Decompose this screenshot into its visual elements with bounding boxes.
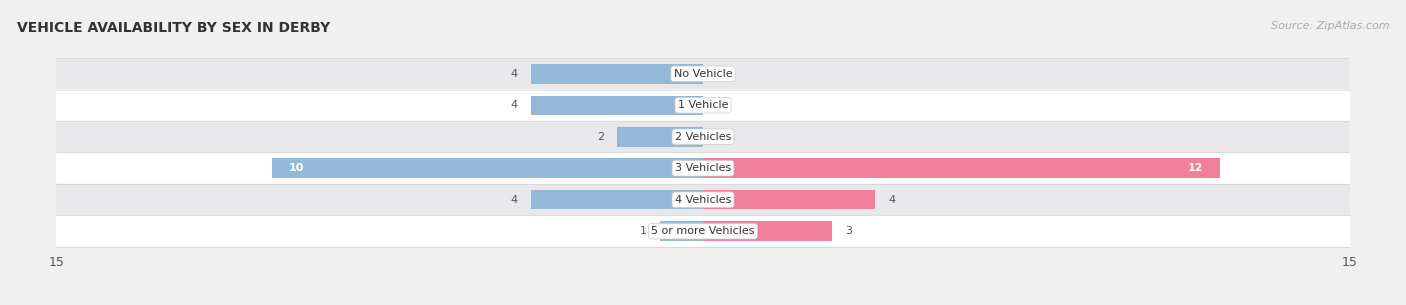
Bar (271, 159, 703, 178)
Bar (617, 127, 703, 146)
Text: 4: 4 (510, 69, 517, 79)
Bar (530, 95, 703, 115)
Text: 10: 10 (290, 163, 305, 173)
FancyBboxPatch shape (55, 90, 1351, 121)
Text: 4: 4 (510, 195, 517, 205)
Text: No Vehicle: No Vehicle (673, 69, 733, 79)
Bar (703, 221, 832, 241)
Text: 3: 3 (845, 226, 852, 236)
FancyBboxPatch shape (55, 58, 1351, 89)
Text: Source: ZipAtlas.com: Source: ZipAtlas.com (1271, 21, 1389, 31)
Text: 4: 4 (510, 100, 517, 110)
Bar (530, 64, 703, 84)
Text: 2: 2 (596, 132, 603, 142)
FancyBboxPatch shape (55, 216, 1351, 247)
Text: 1: 1 (640, 226, 647, 236)
Bar (703, 190, 876, 210)
Text: 4 Vehicles: 4 Vehicles (675, 195, 731, 205)
Bar (703, 159, 1220, 178)
Text: 1 Vehicle: 1 Vehicle (678, 100, 728, 110)
Text: 12: 12 (1188, 163, 1204, 173)
FancyBboxPatch shape (55, 153, 1351, 184)
Bar (659, 221, 703, 241)
Legend: Male, Female: Male, Female (628, 303, 778, 305)
FancyBboxPatch shape (55, 184, 1351, 215)
Text: 2 Vehicles: 2 Vehicles (675, 132, 731, 142)
Text: VEHICLE AVAILABILITY BY SEX IN DERBY: VEHICLE AVAILABILITY BY SEX IN DERBY (17, 21, 330, 35)
Bar (530, 190, 703, 210)
Text: 5 or more Vehicles: 5 or more Vehicles (651, 226, 755, 236)
Text: 3 Vehicles: 3 Vehicles (675, 163, 731, 173)
FancyBboxPatch shape (55, 121, 1351, 152)
Text: 4: 4 (889, 195, 896, 205)
